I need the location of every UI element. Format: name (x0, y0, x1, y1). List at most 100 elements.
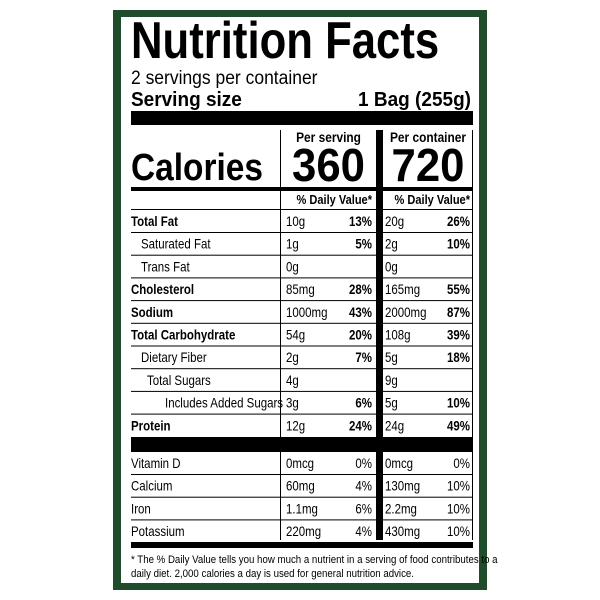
daily-value: 55% (447, 281, 471, 297)
serving-size-value: 1 Bag (255g) (358, 89, 471, 112)
nutrient-name-group: Sodium (131, 304, 173, 320)
daily-value-header: % Daily Value* (297, 192, 373, 207)
daily-value-group: 0% (355, 455, 372, 471)
nutrient-name-group: Dietary Fiber (141, 349, 207, 365)
amount: 1000mg (286, 304, 327, 320)
amount: 60mg (286, 478, 315, 494)
column-header-group: Per container (390, 129, 466, 145)
serving-size-label: Serving size (131, 89, 242, 112)
daily-value-group: 49% (447, 417, 471, 433)
row-rule (131, 277, 473, 279)
daily-value-group: 18% (447, 349, 471, 365)
row-rule (131, 300, 473, 302)
amount-group: 430mg (385, 523, 420, 539)
amount: 24g (385, 417, 404, 433)
daily-value: 24% (349, 417, 373, 433)
daily-value: 0% (355, 455, 372, 471)
daily-value: 49% (447, 417, 471, 433)
nutrient-name-group: Iron (131, 500, 151, 516)
amount: 54g (286, 326, 305, 342)
column-header: Per serving (296, 129, 361, 145)
daily-value-header: % Daily Value* (395, 192, 471, 207)
row-rule (131, 232, 473, 233)
amount: 2g (385, 236, 398, 252)
amount-group: 1000mg (286, 304, 327, 320)
amount: 1.1mg (286, 500, 318, 516)
daily-value: 20% (349, 326, 373, 342)
serving-size-label-group: Serving size (131, 89, 242, 112)
daily-value-group: 10% (447, 394, 471, 410)
calories-value-group: 360 (292, 139, 365, 191)
thin-rule (131, 209, 473, 210)
amount: 2000mg (385, 304, 426, 320)
nutrient-name: Vitamin D (131, 455, 181, 471)
daily-value-group: 39% (447, 326, 471, 342)
footnote: daily diet. 2,000 calories a day is used… (131, 569, 414, 581)
daily-value-group: 87% (447, 304, 471, 320)
calories-label-group: Calories (131, 146, 263, 188)
row-rule (131, 496, 473, 498)
nutrient-name: Cholesterol (131, 281, 194, 297)
amount-group: 220mg (286, 523, 321, 539)
amount-group: 85mg (286, 281, 315, 297)
medium-rule (131, 187, 473, 191)
column-header-group: Per serving (296, 129, 361, 145)
row-rule (131, 390, 473, 392)
amount-group: 24g (385, 417, 404, 433)
row-rule (131, 474, 473, 475)
nutrient-name: Total Fat (131, 213, 179, 229)
amount-group: 2g (286, 349, 299, 365)
daily-value: 87% (447, 304, 471, 320)
column-header: Per container (390, 129, 466, 145)
nutrient-name-group: Cholesterol (131, 281, 194, 297)
daily-value: 0% (453, 455, 470, 471)
daily-value-group: 10% (447, 523, 470, 539)
amount: 0g (385, 258, 398, 274)
amount-group: 10g (286, 213, 305, 229)
amount: 2g (286, 349, 299, 365)
footnote-group: * The % Daily Value tells you how much a… (131, 555, 498, 567)
thick-rule (131, 437, 473, 452)
amount-group: 60mg (286, 478, 315, 494)
amount: 5g (385, 349, 398, 365)
amount-group: 108g (385, 326, 411, 342)
daily-value: 18% (447, 349, 471, 365)
servings: 2 servings per container (131, 66, 318, 88)
amount: 430mg (385, 523, 420, 539)
daily-value-group: 7% (355, 349, 372, 365)
thick-rule (131, 111, 473, 125)
daily-value: 28% (349, 281, 373, 297)
amount-group: 165mg (385, 281, 420, 297)
nutrient-name: Sodium (131, 304, 173, 320)
amount: 2.2mg (385, 500, 417, 516)
amount: 0mcg (385, 455, 413, 471)
amount: 220mg (286, 523, 321, 539)
nutrient-name: Includes Added Sugars (165, 394, 283, 410)
nutrient-name: Iron (131, 500, 151, 516)
amount-group: 3g (286, 394, 299, 410)
daily-value-group: 26% (447, 213, 471, 229)
amount-group: 12g (286, 417, 305, 433)
nutrient-name-group: Includes Added Sugars (165, 394, 283, 410)
amount: 3g (286, 394, 299, 410)
amount: 165mg (385, 281, 420, 297)
daily-value: 4% (355, 478, 372, 494)
amount-group: 9g (385, 372, 398, 388)
daily-value: 7% (355, 349, 372, 365)
amount-group: 20g (385, 213, 404, 229)
amount: 1g (286, 236, 299, 252)
calories-value: 360 (292, 139, 365, 191)
calories-label: Calories (131, 146, 263, 188)
servings-group: 2 servings per container (131, 66, 318, 88)
nutrient-name: Calcium (131, 478, 172, 494)
row-rule (131, 254, 473, 256)
column-separator (376, 130, 383, 540)
calories-value-group: 720 (392, 139, 465, 191)
nutrient-name-group: Trans Fat (141, 258, 190, 274)
amount: 12g (286, 417, 305, 433)
daily-value: 6% (355, 394, 372, 410)
amount-group: 4g (286, 372, 299, 388)
row-rule (131, 413, 473, 415)
daily-value-group: 0% (453, 455, 470, 471)
